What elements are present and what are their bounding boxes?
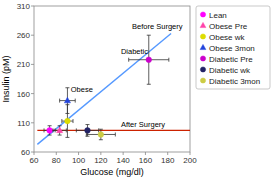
y-tick-label: 260 bbox=[17, 31, 31, 40]
data-point bbox=[64, 97, 70, 103]
legend-marker bbox=[200, 12, 205, 17]
x-tick bbox=[145, 152, 146, 155]
legend-label: Diabetic wk bbox=[209, 66, 251, 75]
error-bars bbox=[129, 35, 169, 84]
x-tick-label: 120 bbox=[94, 156, 108, 165]
plot-area bbox=[37, 33, 190, 144]
legend-marker bbox=[200, 78, 205, 83]
legend-label: Obese Pre bbox=[209, 22, 248, 31]
plot-frame bbox=[34, 6, 190, 152]
x-error-cap bbox=[75, 99, 76, 103]
chart: 60 80 100 120 140 160 180 200 60 110 160 210 260 310 G… bbox=[0, 0, 272, 186]
y-tick-label: 160 bbox=[17, 90, 31, 99]
x-tick bbox=[34, 152, 35, 155]
legend-marker bbox=[200, 44, 206, 49]
x-tick-label: 200 bbox=[183, 156, 197, 165]
x-tick bbox=[167, 152, 168, 155]
x-error-cap bbox=[59, 99, 60, 103]
legend-label: Diabetic 3mon bbox=[209, 77, 260, 86]
x-error-cap bbox=[52, 128, 53, 132]
legend-marker bbox=[200, 34, 205, 39]
y-axis-label: Insulin (pM) bbox=[1, 55, 11, 102]
annotation: Before Surgery bbox=[132, 22, 183, 31]
y-tick bbox=[31, 64, 34, 65]
annotation: After Surgery bbox=[121, 120, 165, 129]
data-point bbox=[47, 128, 53, 134]
y-error-cap bbox=[65, 87, 69, 88]
data-point bbox=[146, 57, 152, 63]
y-tick bbox=[31, 152, 34, 153]
y-error-cap bbox=[147, 84, 151, 85]
x-tick bbox=[56, 152, 57, 155]
legend-label: Lean bbox=[209, 11, 227, 20]
x-tick-label: 160 bbox=[139, 156, 153, 165]
legend-marker bbox=[200, 67, 205, 72]
x-tick-label: 140 bbox=[116, 156, 130, 165]
y-error-cap bbox=[58, 125, 62, 126]
y-tick bbox=[31, 35, 34, 36]
x-error-cap bbox=[73, 119, 74, 123]
x-tick-label: 180 bbox=[161, 156, 175, 165]
x-tick bbox=[100, 152, 101, 155]
y-tick-label: 110 bbox=[17, 119, 30, 128]
data-point bbox=[98, 132, 104, 138]
x-tick-label: 100 bbox=[72, 156, 86, 165]
legend: Lean Obese Pre Obese wk Obese 3mon Diabetic … bbox=[196, 6, 270, 89]
x-tick-label: 60 bbox=[30, 156, 39, 165]
y-tick-label: 210 bbox=[17, 60, 31, 69]
data-point bbox=[85, 128, 91, 134]
x-tick-label: 80 bbox=[52, 156, 61, 165]
x-error-cap bbox=[61, 119, 62, 123]
y-error-cap bbox=[48, 125, 52, 126]
y-tick bbox=[31, 6, 34, 7]
x-error-cap bbox=[66, 128, 67, 132]
error-bars bbox=[86, 129, 115, 140]
error-bars bbox=[53, 126, 66, 135]
y-error-cap bbox=[85, 124, 89, 125]
y-error-cap bbox=[65, 113, 69, 114]
x-error-cap bbox=[86, 132, 87, 136]
legend-marker bbox=[200, 22, 206, 27]
y-error-cap bbox=[58, 135, 62, 136]
x-axis-label: Glucose (mg/dl) bbox=[80, 167, 144, 177]
legend-label: Diabetic Pre bbox=[209, 55, 253, 64]
legend-frame bbox=[196, 6, 270, 89]
y-tick bbox=[31, 122, 34, 123]
x-error-cap bbox=[76, 128, 77, 132]
y-error-cap bbox=[99, 139, 103, 140]
x-tick bbox=[123, 152, 124, 155]
x-tick bbox=[78, 152, 79, 155]
annotation: Diabetic bbox=[121, 47, 148, 56]
y-tick-label: 60 bbox=[21, 148, 30, 157]
legend-label: Obese 3mon bbox=[209, 44, 255, 53]
legend-label: Obese wk bbox=[209, 33, 246, 42]
data-point bbox=[65, 118, 71, 124]
annotation: Obese bbox=[71, 85, 93, 94]
data-point bbox=[57, 127, 63, 133]
y-error-cap bbox=[65, 137, 69, 138]
legend-marker bbox=[200, 56, 205, 61]
x-error-cap bbox=[44, 128, 45, 132]
regression-line bbox=[37, 33, 171, 144]
y-error-cap bbox=[99, 129, 103, 130]
y-tick-label: 310 bbox=[17, 2, 31, 11]
x-error-cap bbox=[115, 132, 116, 136]
y-error-cap bbox=[147, 35, 151, 36]
y-tick bbox=[31, 93, 34, 94]
x-error-cap bbox=[168, 58, 169, 62]
x-tick bbox=[190, 152, 191, 155]
y-error-cap bbox=[48, 135, 52, 136]
x-error-cap bbox=[128, 58, 129, 62]
